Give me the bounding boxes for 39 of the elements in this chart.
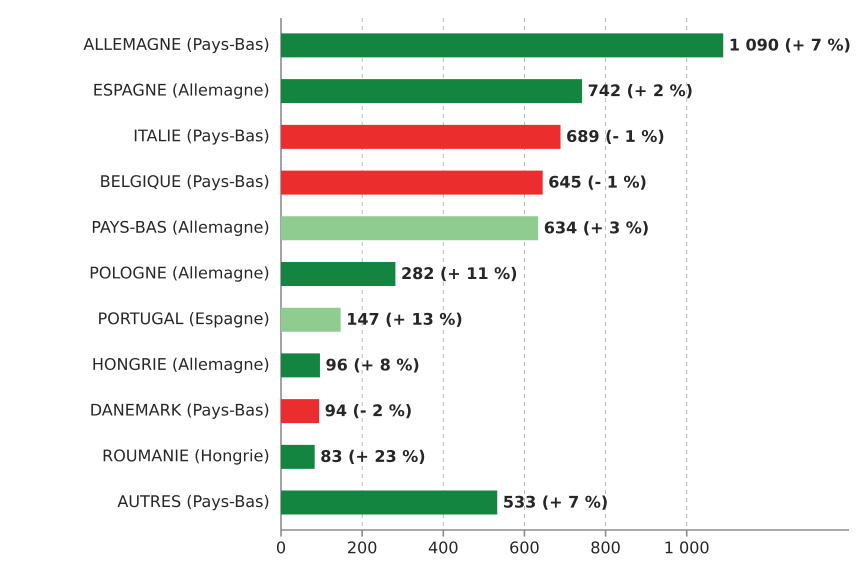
y-tick-label: PAYS-BAS (Allemagne) [92,220,268,236]
bar [281,262,396,286]
x-tick-label: 400 [428,541,458,554]
y-tick-label: BELGIQUE (Pays-Bas) [101,174,268,190]
data-label: 83 (+ 23 %) [321,450,424,464]
x-tick-label: 0 [276,541,286,554]
y-tick-label: ALLEMAGNE (Pays-Bas) [83,38,268,54]
bar [281,444,315,469]
bar [281,353,320,378]
data-label: 282 (+ 11 %) [402,266,516,282]
data-label: 533 (+ 7 %) [504,495,607,510]
y-tick-label: PORTUGAL (Espagne) [99,312,268,328]
bar [281,216,538,240]
y-tick-label: POLOGNE (Allemagne) [90,266,268,282]
data-label: 94 (- 2 %) [326,404,411,418]
y-tick-label: AUTRES (Pays-Bas) [118,494,268,510]
bar [281,308,341,332]
data-label: 742 (+ 2 %) [588,84,692,98]
bar [281,79,582,104]
x-tick-label: 600 [510,541,539,554]
bar [281,490,498,515]
bar [281,170,543,195]
y-tick-label: ITALIE (Pays-Bas) [134,129,268,145]
data-label: 96 (+ 8 %) [326,358,418,373]
data-label: 147 (+ 13 %) [348,312,462,327]
y-tick-label: DANEMARK (Pays-Bas) [91,403,268,419]
bar [281,33,724,58]
x-tick-label: 800 [591,541,620,554]
x-tick-label: 1 000 [666,541,709,554]
bar [281,124,561,149]
data-label: 645 (- 1 %) [549,175,646,190]
data-label: 634 (+ 3 %) [544,221,648,236]
data-label: 689 (- 1 %) [567,130,664,144]
y-tick-label: ESPAGNE (Allemagne) [94,83,268,99]
data-label: 1 090 (+ 7 %) [730,38,850,53]
y-tick-label: ROUMANIE (Hongrie) [104,449,268,465]
bar [281,399,320,424]
x-tick-label: 200 [348,541,376,554]
y-tick-label: HONGRIE (Allemagne) [93,358,268,374]
